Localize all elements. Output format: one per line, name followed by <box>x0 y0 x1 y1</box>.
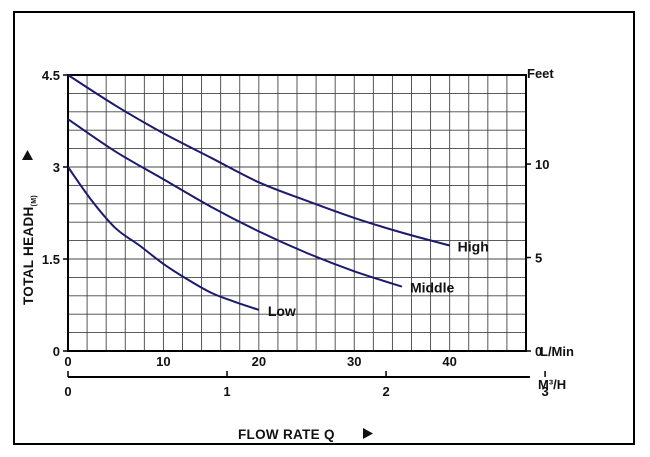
y-tick-label-left: 0 <box>53 344 60 359</box>
x-tick-label-primary: 40 <box>442 354 456 369</box>
series-label-high: High <box>458 239 489 255</box>
x-tick-label-secondary: 1 <box>223 384 230 399</box>
y-axis-arrow-icon <box>22 150 33 160</box>
y-tick-label-left: 1.5 <box>42 252 60 267</box>
series-line-middle <box>67 118 403 288</box>
chart-frame <box>13 11 635 445</box>
y-axis-title-sub: (M) <box>31 195 38 206</box>
x-tick-label-secondary: 2 <box>382 384 389 399</box>
y-axis-title-text: TOTAL HEADH(M) <box>21 195 38 305</box>
x-axis-arrow-icon <box>363 428 373 439</box>
y-unit-right-label: Feet <box>527 66 554 81</box>
y-tick-label-right: 10 <box>535 157 549 172</box>
x-tick-label-primary: 20 <box>252 354 266 369</box>
y-tick-label-left: 4.5 <box>42 68 60 83</box>
x-axis-title-text: FLOW RATE Q <box>238 427 335 442</box>
x-tick-label-secondary: 3 <box>541 384 548 399</box>
x-ticks-primary: 0 10 20 30 40 <box>64 354 457 369</box>
x-tick-label-primary: 30 <box>347 354 361 369</box>
x-ticks-secondary: 0 1 2 3 <box>64 371 549 399</box>
x-axis-title: FLOW RATE Q <box>238 427 373 442</box>
plot-area-border <box>67 74 527 352</box>
y-tick-label-left: 3 <box>53 160 60 175</box>
x-unit-secondary-label: M³/H <box>538 377 566 392</box>
series-line-high <box>67 74 450 247</box>
series-label-middle: Middle <box>410 280 455 296</box>
y-ticks-left: 0 1.5 3 4.5 <box>42 68 68 359</box>
series-labels: High Middle Low <box>268 239 489 319</box>
y-tick-label-right: 0 <box>535 344 542 359</box>
series-label-low: Low <box>268 303 296 319</box>
y-axis-title-main: TOTAL HEADH <box>21 206 36 305</box>
series-line-low <box>67 166 260 311</box>
y-tick-label-right: 5 <box>535 251 542 266</box>
grid <box>68 75 526 351</box>
x-tick-label-primary: 0 <box>64 354 71 369</box>
y-ticks-right: 0 5 10 <box>526 157 549 359</box>
x-tick-label-secondary: 0 <box>64 384 71 399</box>
x-tick-label-primary: 10 <box>156 354 170 369</box>
x-unit-primary-label: L/Min <box>540 344 574 359</box>
series-lines <box>67 74 450 311</box>
y-axis-title: TOTAL HEADH(M) <box>21 150 38 305</box>
